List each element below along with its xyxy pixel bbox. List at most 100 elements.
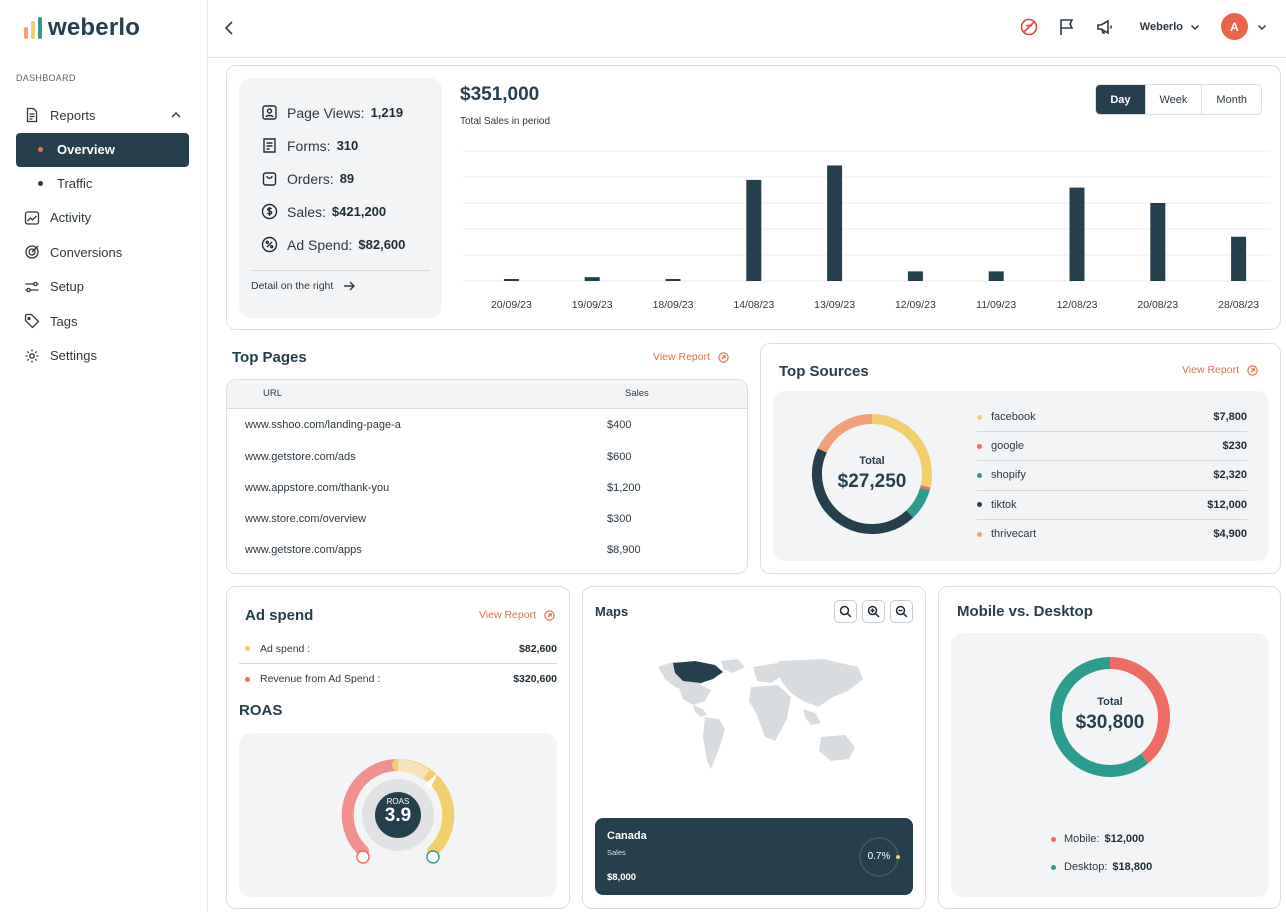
donut-segment-desktop[interactable] (1050, 657, 1149, 777)
chart-line-icon (24, 211, 40, 225)
sidebar-item-overview[interactable]: Overview (16, 132, 189, 167)
flag-button[interactable] (1056, 16, 1078, 38)
legend-dot (977, 502, 982, 508)
column-header-url[interactable]: URL (227, 380, 607, 409)
page-url[interactable]: www.appstore.com/thank-you (245, 482, 390, 495)
no-tracking-button[interactable] (1018, 16, 1040, 38)
top-bar: Weberlo A (208, 0, 1286, 58)
x-tick-label: 18/09/23 (653, 299, 694, 311)
donut-segment-google[interactable] (920, 485, 931, 491)
bar-12/08/23[interactable] (1069, 187, 1085, 281)
country-detail-panel[interactable]: Canada Sales $8,000 0.7% (595, 818, 913, 895)
stat-value: $421,200 (331, 204, 387, 219)
page-url[interactable]: www.sshoo.com/landing-page-a (245, 419, 401, 432)
bar-12/09/23[interactable] (907, 271, 923, 281)
megaphone-icon (1096, 19, 1112, 34)
total-sales-label: Total Sales in period (460, 116, 551, 127)
x-tick-label: 28/08/23 (1218, 299, 1259, 311)
table-row[interactable]: www.appstore.com/thank-you $1,200 (227, 473, 747, 504)
sidebar-item-label: Traffic (57, 176, 93, 191)
table-row[interactable]: www.getstore.com/ads $600 (227, 442, 747, 473)
map-region-australia[interactable] (819, 735, 855, 761)
page-url[interactable]: www.getstore.com/ads (245, 451, 356, 464)
map-region-europe[interactable] (753, 663, 783, 683)
sidebar-item-tags[interactable]: Tags (16, 304, 189, 339)
detail-link[interactable]: Detail on the right (251, 280, 356, 292)
table-row[interactable]: www.store.com/overview $300 (227, 504, 747, 535)
avatar[interactable]: A (1221, 13, 1248, 40)
donut-segment-thrivecart[interactable] (817, 414, 873, 453)
map-search-button[interactable] (834, 600, 857, 623)
map-region-africa[interactable] (749, 685, 791, 741)
zoom-in-button[interactable] (862, 600, 885, 623)
bar-11/09/23[interactable] (988, 271, 1004, 281)
source-value: $2,320 (1213, 469, 1247, 482)
map-region-southeast-asia[interactable] (803, 709, 821, 725)
map-region-usa[interactable] (678, 685, 711, 705)
sidebar-item-traffic[interactable]: Traffic (16, 167, 189, 201)
stat-label: Sales: (287, 203, 326, 220)
bar-14/08/23[interactable] (746, 179, 762, 281)
chevron-down-icon[interactable] (1189, 21, 1201, 33)
detail-link-label: Detail on the right (251, 280, 334, 292)
sidebar-item-reports[interactable]: Reports (16, 98, 189, 133)
sidebar-item-setup[interactable]: Setup (16, 270, 189, 305)
stat-orders: Orders: 89 (261, 162, 405, 195)
column-header-sales[interactable]: Sales (607, 380, 747, 409)
announcements-button[interactable] (1094, 16, 1116, 38)
map-region-canada[interactable] (673, 661, 723, 683)
x-tick-label: 20/09/23 (491, 299, 532, 311)
bar-20/09/23[interactable] (503, 279, 519, 281)
tag-icon (24, 314, 40, 329)
map-region-central-america[interactable] (693, 705, 707, 717)
map-region-south-america[interactable] (703, 717, 725, 769)
top-pages-view-report[interactable]: View Report (653, 351, 729, 363)
stat-label: Page Views: (287, 104, 365, 121)
source-value: $12,000 (1207, 498, 1247, 511)
x-tick-label: 19/09/23 (572, 299, 613, 311)
donut-segment-mobile[interactable] (1109, 657, 1170, 764)
sidebar-item-activity[interactable]: Activity (16, 201, 189, 236)
table-row[interactable]: www.getstore.com/apps $8,900 (227, 534, 747, 565)
period-month-button[interactable]: Month (1201, 85, 1261, 114)
page-url[interactable]: www.getstore.com/apps (245, 543, 362, 556)
bar-18/09/23[interactable] (665, 279, 681, 281)
top-sources-view-report[interactable]: View Report (1182, 364, 1258, 376)
donut-segment-facebook[interactable] (871, 414, 932, 488)
sidebar-item-settings[interactable]: Settings (16, 339, 189, 374)
stat-value: 1,219 (370, 105, 404, 120)
ad-spend-view-report[interactable]: View Report (479, 609, 555, 621)
table-row[interactable]: www.sshoo.com/landing-page-a $400 (227, 408, 747, 442)
back-arrow-icon[interactable] (220, 18, 240, 38)
source-row-tiktok[interactable]: tiktok $12,000 (977, 491, 1247, 520)
page-url[interactable]: www.store.com/overview (245, 512, 367, 525)
source-row-shopify[interactable]: shopify $2,320 (977, 461, 1247, 491)
country-percent: 0.7% (867, 851, 891, 862)
bar-13/09/23[interactable] (827, 165, 843, 281)
source-value: $230 (1222, 440, 1247, 453)
period-week-button[interactable]: Week (1144, 85, 1202, 114)
chevron-down-icon[interactable] (1256, 21, 1268, 33)
chevron-up-icon[interactable] (169, 108, 183, 122)
donut-segment-tiktok[interactable] (812, 448, 914, 534)
zoom-out-button[interactable] (890, 600, 913, 623)
bar-28/08/23[interactable] (1231, 236, 1247, 281)
ad-spend-value: $82,600 (519, 642, 557, 655)
bar-19/09/23[interactable] (584, 277, 600, 281)
sidebar-item-conversions[interactable]: Conversions (16, 235, 189, 270)
total-sales-value: $351,000 (460, 84, 540, 105)
source-row-google[interactable]: google $230 (977, 432, 1247, 462)
orders-icon (262, 172, 277, 186)
user-name[interactable]: Weberlo (1139, 20, 1183, 33)
source-row-facebook[interactable]: facebook $7,800 (977, 403, 1247, 433)
country-name: Canada (607, 830, 647, 842)
logo[interactable]: weberlo (24, 14, 140, 42)
map-region-greenland[interactable] (721, 659, 745, 673)
stat-value: $82,600 (358, 237, 406, 252)
sad-face-icon (356, 850, 370, 864)
source-row-thrivecart[interactable]: thrivecart $4,900 (977, 520, 1247, 549)
period-day-button[interactable]: Day (1096, 85, 1145, 114)
map-region-asia[interactable] (778, 659, 863, 707)
donut-segment-shopify[interactable] (906, 487, 930, 518)
bar-20/08/23[interactable] (1150, 203, 1166, 281)
